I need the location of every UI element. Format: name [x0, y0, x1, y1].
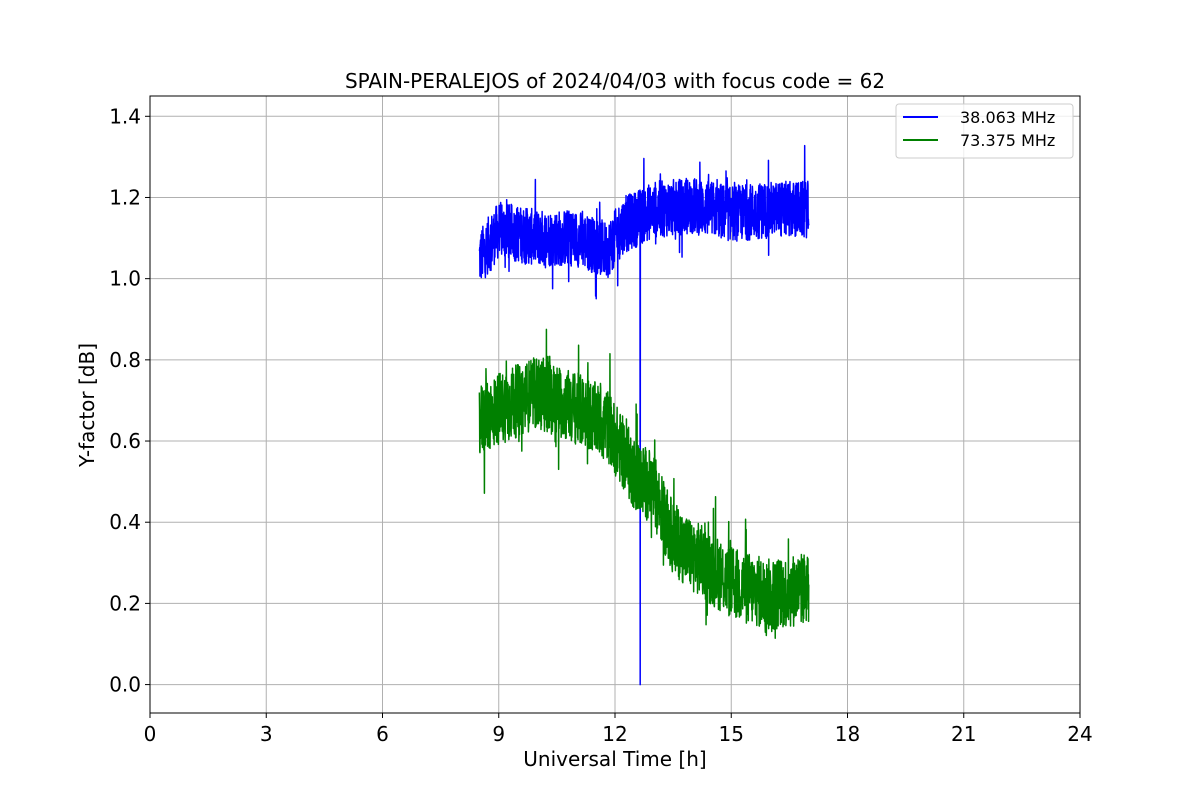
- x-tick-label: 24: [1067, 722, 1092, 746]
- x-tick-label: 21: [951, 722, 976, 746]
- series-line-1: [478, 328, 810, 639]
- y-tick-label: 0.4: [109, 510, 141, 534]
- x-tick-label: 3: [260, 722, 273, 746]
- y-axis-label: Y-factor [dB]: [75, 343, 99, 468]
- x-tick-label: 15: [719, 722, 744, 746]
- y-tick-label: 1.2: [109, 185, 141, 209]
- y-tick-label: 0.6: [109, 429, 141, 453]
- y-axis: 0.0 0.2 0.4 0.6 0.8 1.0 1.2 1.4: [109, 104, 150, 697]
- legend-label: 38.063 MHz: [960, 108, 1055, 127]
- x-tick-label: 0: [144, 722, 157, 746]
- series-line-0: [478, 144, 810, 686]
- legend-box: [895, 103, 1074, 159]
- legend-label: 73.375 MHz: [960, 131, 1055, 150]
- y-tick-label: 1.4: [109, 104, 141, 128]
- y-tick-label: 0.8: [109, 348, 141, 372]
- y-tick-label: 1.0: [109, 267, 141, 291]
- legend: 38.063 MHz 73.375 MHz: [895, 103, 1074, 159]
- y-tick-label: 0.0: [109, 673, 141, 697]
- x-tick-label: 6: [376, 722, 389, 746]
- x-axis: 0 3 6 9 12 15 18 21 24: [144, 713, 1093, 746]
- x-axis-label: Universal Time [h]: [523, 747, 706, 771]
- series-layer: [478, 144, 810, 686]
- x-tick-label: 12: [602, 722, 627, 746]
- x-tick-label: 9: [492, 722, 505, 746]
- y-tick-label: 0.2: [109, 591, 141, 615]
- grid: [149, 96, 1081, 713]
- chart-title: SPAIN-PERALEJOS of 2024/04/03 with focus…: [345, 69, 885, 93]
- x-tick-label: 18: [835, 722, 860, 746]
